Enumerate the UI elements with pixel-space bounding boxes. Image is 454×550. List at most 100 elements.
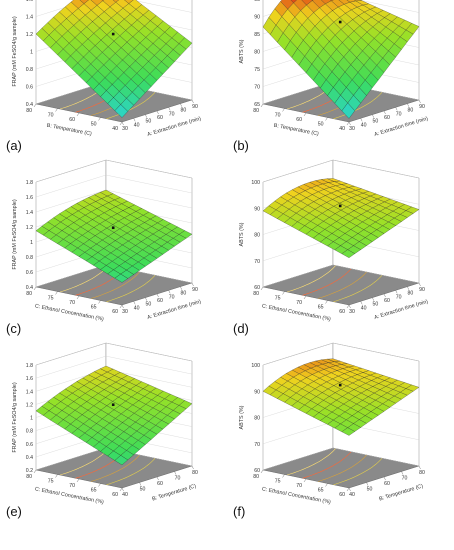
floor-contour [90,454,140,482]
y-tick [260,286,264,291]
x-tick-label: 50 [145,302,151,308]
x-tick-label: 40 [361,122,367,128]
y-tick-label: 80 [253,291,259,297]
x-tick [180,103,183,107]
z-tick-label: 1.4 [26,15,33,21]
x-tick [360,118,363,122]
floor-contour [333,275,383,303]
y-tick [55,474,58,478]
z-gridline [262,159,420,183]
x-tick-label: 50 [372,119,378,125]
x-tick [383,293,386,298]
x-tick [383,476,386,481]
design-point [338,204,342,208]
x-tick-label: 50 [367,487,373,493]
y-tick [325,483,328,487]
z-tick-label: 80 [254,416,260,422]
z-gridline [35,342,193,366]
z-tick-label: 1.6 [26,0,33,3]
y-tick [282,474,285,478]
y-tick [303,112,307,117]
panel-e: 0.2 0.4 0.6 0.8 1 1.2 1.4 1.6 1.8 40 50 60 70 80 60 65 7… [6,342,198,519]
y-tick [260,103,264,108]
x-tick [360,301,363,305]
x-tick-label: 70 [396,294,402,300]
z-tick-label: 0.8 [26,255,33,261]
y-tick [33,469,37,474]
x-tick-label: 90 [419,104,425,110]
surface-cell [114,455,129,466]
x-tick-label: 70 [169,111,175,117]
y-tick [325,117,328,121]
surface-cell [290,0,297,4]
y-tick [282,108,285,112]
z-tick-label: 1.6 [26,195,33,201]
z-axis-title: FRAP (mM FeSO4/g sample) [12,382,18,452]
z-gridline [262,447,420,471]
surface-cell [114,104,128,118]
z-tick-label: 1.6 [26,376,33,382]
y-tick-label: 75 [48,479,54,485]
x-tick-label: 40 [122,492,128,498]
z-tick-label: 1.4 [26,389,33,395]
z-axis-title: ABTS (%) [239,405,245,429]
y-tick [55,291,58,295]
y-tick-label: 60 [112,492,118,498]
z-gridline [35,159,193,183]
z-tick-label: 0.2 [26,468,33,474]
panel-a: 0.4 0.6 0.8 1 1.2 1.4 1.6 30 40 50 60 70 80 90 40 50 60 7… [6,0,202,153]
y-tick [76,478,80,483]
x-tick [383,110,386,115]
y-tick-label: 60 [339,492,345,498]
y-tick-label: 65 [91,305,97,311]
y-tick [260,469,264,474]
y-tick [282,291,285,295]
y-tick-label: 65 [318,305,324,311]
z-gridline [35,0,193,17]
y-tick-label: 75 [48,296,54,302]
floor-contour [317,454,367,482]
x-tick-label: 70 [402,476,408,482]
x-tick [407,103,410,107]
x-tick [418,282,421,287]
x-tick-label: 90 [419,287,425,293]
response-surface [35,365,193,466]
panel-label: (c) [6,321,21,336]
x-tick [191,465,194,470]
z-tick-label: 0.4 [26,455,33,461]
x-tick-label: 40 [134,305,140,311]
y-tick [325,300,328,304]
x-tick-label: 60 [157,298,163,304]
x-tick [348,121,351,126]
z-tick-label: 1.2 [26,402,33,408]
y-tick [98,483,101,487]
y-tick-label: 70 [69,300,75,306]
x-axis-title: A: Extraction time (min) [147,116,203,138]
z-tick-label: 70 [254,85,260,91]
z-axis-title: FRAP (mM FeSO4/g sample) [12,199,18,269]
x-tick [121,121,124,126]
x-tick-label: 50 [140,487,146,493]
z-axis-title: ABTS (%) [239,222,245,246]
z-tick-label: 1.8 [26,363,33,369]
x-tick [418,465,421,470]
design-point [111,403,115,406]
x-tick [156,476,159,481]
z-tick-label: 85 [254,32,260,38]
panel-c: 0.4 0.6 0.8 1 1.2 1.4 1.6 1.8 30 40 50 60 70 80 90 60 65… [6,159,202,336]
y-tick [76,112,80,117]
panel-label: (e) [6,504,22,519]
x-tick [372,114,375,118]
x-tick-label: 60 [384,298,390,304]
surface-cell [101,0,105,1]
z-tick-label: 80 [254,50,260,56]
y-tick-label: 70 [48,113,54,119]
y-tick-label: 50 [91,122,97,128]
z-gridline [35,174,193,198]
x-tick-label: 80 [192,470,198,476]
y-tick-label: 80 [253,108,259,114]
y-tick [98,300,101,304]
z-tick-label: 100 [251,180,260,186]
